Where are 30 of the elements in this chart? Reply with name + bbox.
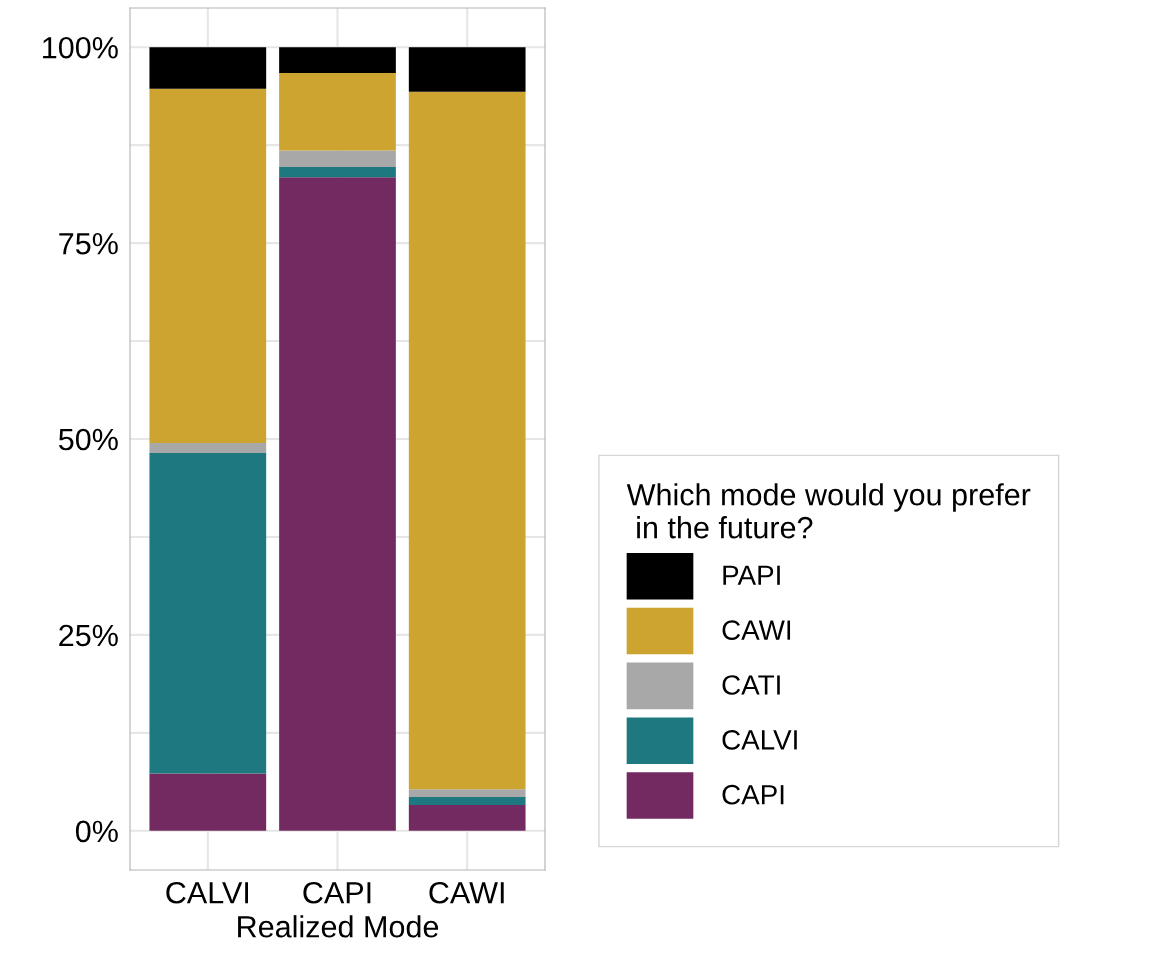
legend-label: CAPI [722, 784, 784, 805]
legend-title: Which mode would you prefer in the future? [626, 483, 1031, 539]
bar [408, 789, 526, 798]
x-tick-label: CALVI [166, 881, 249, 904]
x-axis-title: Realized Mode [238, 915, 439, 938]
bar [279, 150, 396, 168]
x-tick-label: CAPI [303, 881, 371, 904]
legend-label: PAPI [723, 565, 780, 585]
bar [149, 88, 267, 443]
bar [279, 177, 396, 831]
legend-label: CALVI [722, 730, 797, 750]
y-tick-label: 0% [75, 820, 118, 843]
x-tick-label: CAWI [429, 881, 504, 904]
y-tick-label: 75% [59, 232, 118, 255]
legend-label: CATI [722, 675, 780, 695]
bar [408, 804, 526, 831]
legend-label: CAWI [722, 620, 791, 640]
bar [149, 47, 267, 89]
bar [279, 167, 396, 178]
bar [149, 453, 267, 774]
y-tick-label: 25% [59, 624, 118, 647]
y-tick-label: 50% [58, 428, 118, 451]
bar [279, 47, 396, 74]
bar [408, 91, 526, 790]
y-tick-label: 100% [43, 36, 118, 59]
bar [149, 773, 267, 831]
bar [279, 73, 396, 151]
bar [408, 797, 526, 805]
bar [149, 442, 267, 454]
bar [408, 47, 526, 92]
